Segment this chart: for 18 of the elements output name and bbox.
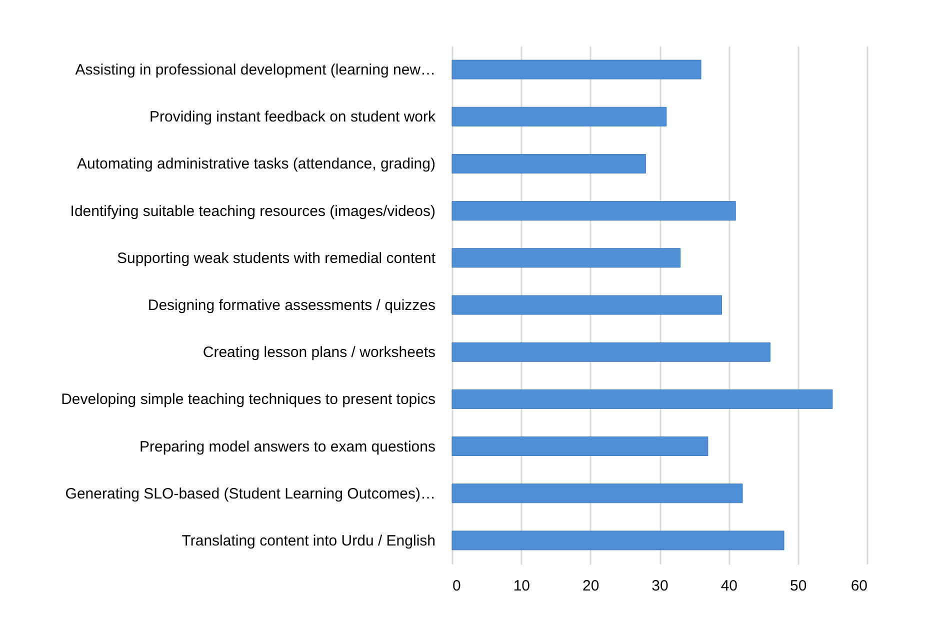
y-tick-label: Identifying suitable teaching resources (images/videos) <box>70 202 436 220</box>
x-tick-label: 60 <box>850 578 868 594</box>
x-tick-label: 0 <box>452 578 461 594</box>
y-tick-label: Automating administrative tasks (attendance, grading) <box>76 156 436 173</box>
y-tick-label: Designing formative assessments / quizzes <box>148 297 436 314</box>
x-tick-label: 30 <box>652 578 668 594</box>
y-tick-label: Preparing model answers to exam questions <box>140 438 436 456</box>
x-tick-label: 40 <box>720 578 738 594</box>
x-tick-label: 50 <box>790 578 807 594</box>
y-tick-label: Creating lesson plans / worksheets <box>202 344 436 362</box>
y-tick-label: Translating content into Urdu / English <box>182 532 436 550</box>
x-tick-label: 10 <box>513 578 530 594</box>
y-tick-label: Supporting weak students with remedial content <box>116 250 436 267</box>
y-tick-label: Assisting in professional development (learning new… <box>75 62 436 79</box>
y-tick-label: Generating SLO-based (Student Learning Outcomes)… <box>65 485 436 502</box>
y-tick-label: Providing instant feedback on student work <box>149 108 436 126</box>
y-tick-label: Developing simple teaching techniques to present topics <box>61 391 436 408</box>
x-tick-label: 20 <box>582 578 600 594</box>
